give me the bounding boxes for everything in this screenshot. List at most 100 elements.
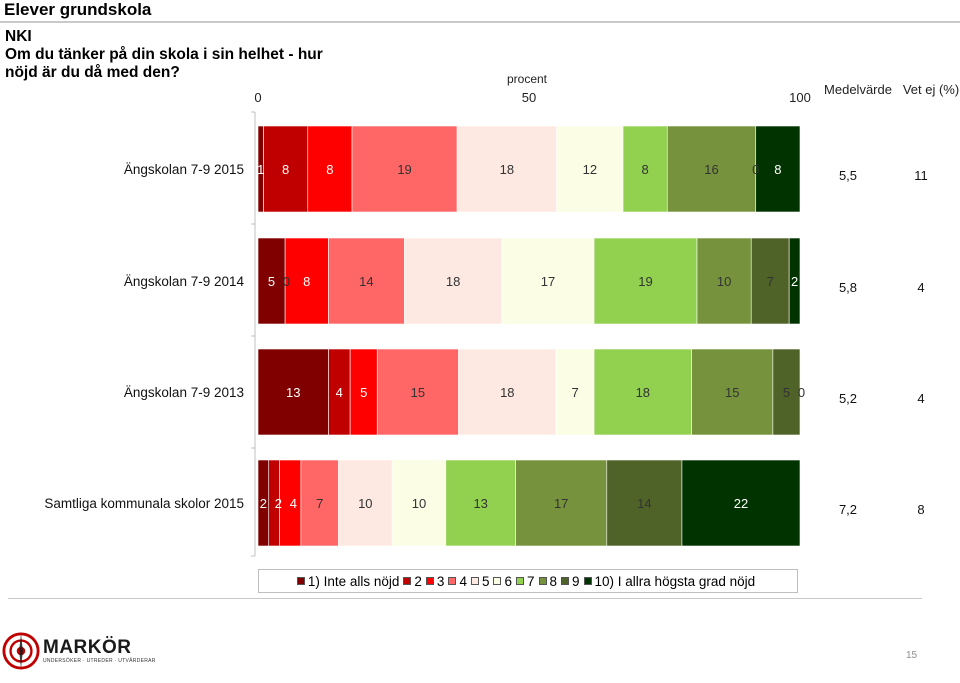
legend-swatch: [538, 577, 547, 585]
bar-value-label: 7: [316, 496, 323, 511]
bar-value-label: 0: [283, 274, 290, 289]
mean-value: 5,2: [839, 391, 857, 406]
legend-label: 9: [572, 573, 580, 589]
legend-item: 8: [538, 573, 558, 589]
legend-swatch: [425, 577, 434, 585]
bar-segment: [456, 125, 557, 213]
bar-segment: [391, 459, 447, 547]
legend-swatch: [470, 577, 479, 585]
bar-value-label: 4: [336, 385, 343, 400]
x-axis-title: procent: [507, 72, 548, 86]
bar-value-label: 2: [260, 496, 267, 511]
legend-swatch: [561, 577, 570, 585]
bar-segment: [263, 125, 309, 213]
bar-value-label: 5: [783, 385, 790, 400]
bar-value-label: 16: [704, 162, 718, 177]
bar-value-label: 18: [446, 274, 460, 289]
chart-legend: 1) Inte alls nöjd 2 3 4 5 6 7 8 9 10) I allra hög…: [258, 569, 798, 593]
bar-segment: [691, 348, 774, 436]
bar-segment: [681, 459, 801, 547]
bar-segment: [307, 125, 353, 213]
legend-item: 7: [515, 574, 535, 589]
bar-segment: [404, 237, 503, 325]
bar-segment: [755, 125, 801, 213]
question-text: NKI Om du tänker på din skola i sin helh…: [5, 28, 335, 82]
legend-item: 1) Inte alls nöjd: [296, 573, 400, 589]
legend-label: 3: [436, 573, 445, 589]
legend-item: 6: [493, 574, 512, 589]
bar-value-label: 10: [412, 496, 426, 511]
bar-segment: [300, 459, 339, 547]
bar-segment: [750, 237, 790, 325]
bar-segment: [445, 459, 516, 547]
category-label: Ängskolan 7-9 2013: [124, 385, 244, 400]
bar-value-label: 8: [642, 162, 649, 177]
footer-divider: [8, 598, 922, 599]
dont-know-value: 11: [914, 168, 928, 183]
legend-swatch: [403, 577, 412, 585]
bar-value-label: 17: [541, 274, 555, 289]
legend-item: 2: [403, 574, 422, 589]
bar-value-label: 15: [411, 385, 425, 400]
dont-know-column-header: Vet ej (%): [903, 82, 959, 97]
dont-know-value: 4: [917, 391, 924, 406]
bar-value-label: 19: [638, 274, 652, 289]
bar-value-label: 7: [571, 385, 578, 400]
category-label: Samtliga kommunala skolor 2015: [44, 496, 244, 511]
question-line: Om du tänker på din skola i sin helhet -…: [5, 46, 323, 63]
bar-value-label: 13: [473, 496, 487, 511]
question-line: NKI: [5, 28, 32, 45]
bar-segment: [351, 125, 458, 213]
bar-value-label: 10: [358, 496, 372, 511]
x-tick-label: 0: [254, 90, 261, 105]
legend-label: 10) I allra högsta grad nöjd: [594, 573, 756, 589]
x-tick-label: 100: [789, 90, 811, 105]
bar-value-label: 0: [752, 162, 759, 177]
bar-segment: [593, 348, 692, 436]
legend-swatch: [515, 577, 524, 585]
bar-segment: [257, 237, 286, 325]
bar-value-label: 8: [774, 162, 781, 177]
mean-value: 7,2: [839, 502, 857, 517]
page-title: Elever grundskola: [4, 0, 152, 19]
legend-label: 8: [549, 573, 558, 589]
bar-value-label: 13: [286, 385, 300, 400]
bar-segment: [376, 348, 459, 436]
category-label: Ängskolan 7-9 2015: [124, 162, 244, 177]
bar-value-label: 17: [554, 496, 568, 511]
bar-segment: [257, 348, 329, 436]
legend-item: 5: [470, 573, 490, 589]
legend-label: 6: [504, 573, 512, 589]
bar-value-label: 22: [734, 496, 748, 511]
category-label: Ängskolan 7-9 2014: [124, 274, 245, 289]
title-divider: [0, 21, 960, 23]
bar-value-label: 1: [257, 162, 264, 177]
bar-segment: [458, 348, 557, 436]
legend-item: 4: [448, 574, 467, 589]
bar-value-label: 14: [637, 496, 651, 511]
dont-know-value: 8: [917, 502, 924, 517]
bar-value-label: 18: [500, 162, 514, 177]
markor-logo: MARKÖR UNDERSÖKER · UTREDER · UTVÄRDERAR: [2, 632, 156, 670]
bar-segment: [788, 237, 801, 325]
bar-value-label: 18: [500, 385, 514, 400]
legend-swatch: [296, 577, 305, 585]
bar-segment: [349, 348, 378, 436]
legend-label: 5: [481, 573, 490, 589]
mean-value: 5,5: [839, 168, 857, 183]
mean-value: 5,8: [839, 280, 857, 295]
bar-value-label: 8: [326, 162, 333, 177]
bar-value-label: 8: [282, 162, 289, 177]
legend-label: 1) Inte alls nöjd: [307, 573, 400, 589]
bar-segment: [328, 237, 405, 325]
bar-segment: [515, 459, 608, 547]
logo-tagline: UNDERSÖKER · UTREDER · UTVÄRDERAR: [43, 657, 156, 664]
bar-value-label: 10: [717, 274, 731, 289]
logo-name: MARKÖR: [43, 636, 132, 658]
logo-mark-icon: [2, 632, 40, 670]
bar-value-label: 15: [725, 385, 739, 400]
legend-swatch: [493, 577, 502, 585]
bar-value-label: 12: [583, 162, 597, 177]
bar-value-label: 5: [268, 274, 275, 289]
